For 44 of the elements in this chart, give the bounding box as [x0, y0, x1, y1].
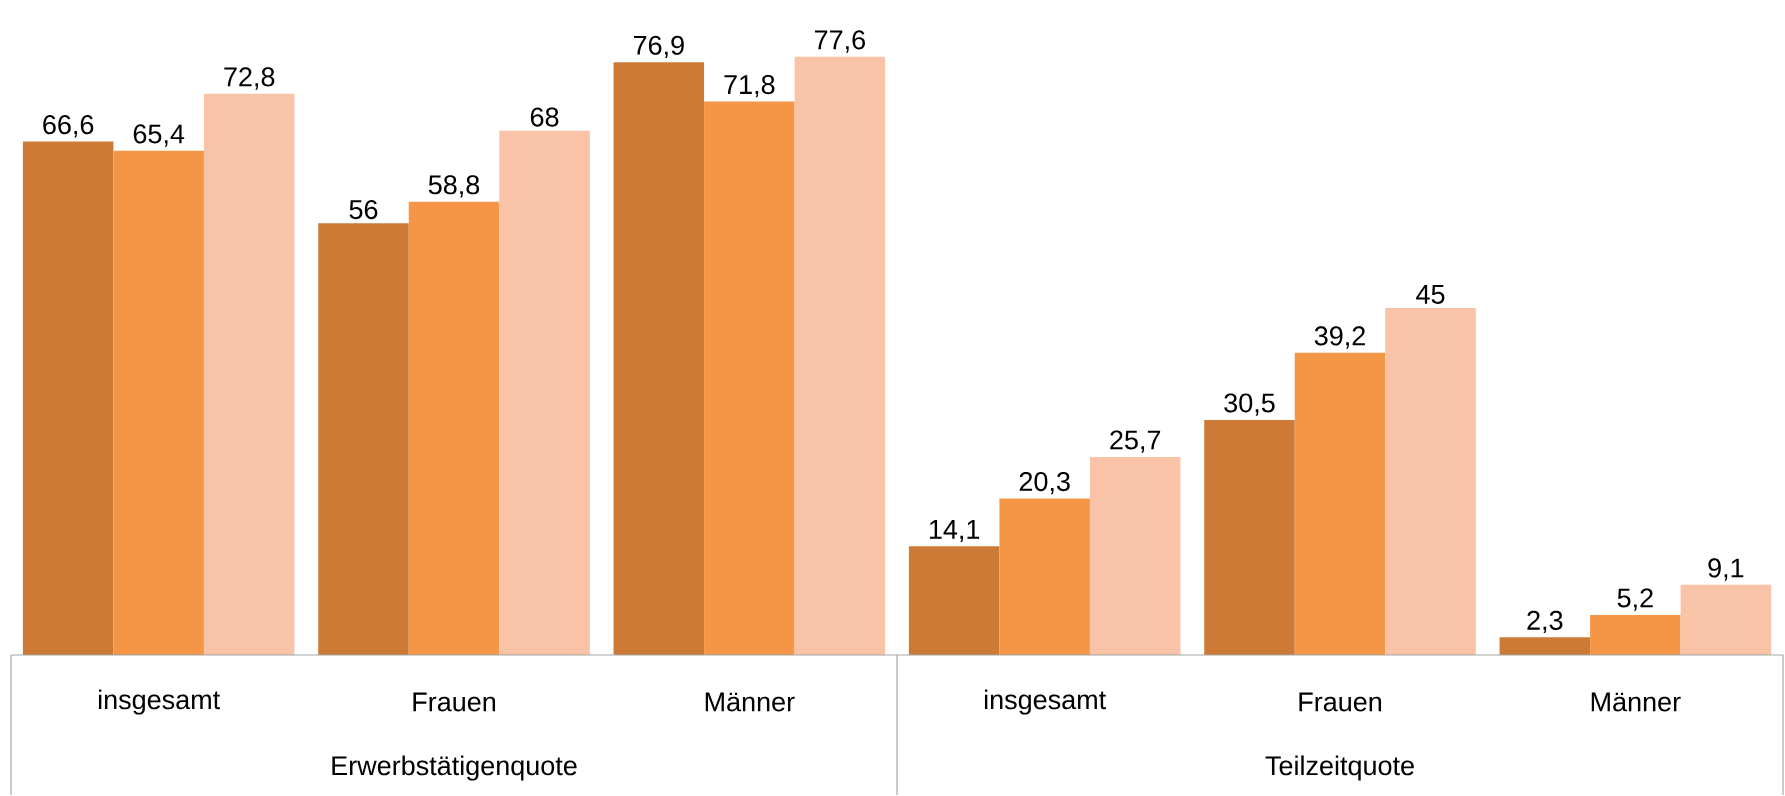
bar: [1089, 457, 1181, 656]
data-label: 14,1: [929, 520, 980, 543]
bar: [1499, 637, 1591, 656]
bar: [22, 141, 114, 656]
x-tick-label: Männer: [1591, 692, 1681, 712]
bar: [318, 223, 409, 656]
bar: [1590, 615, 1681, 656]
bar: [499, 131, 590, 656]
bar: [704, 101, 795, 656]
bar: [1294, 353, 1386, 656]
data-label: 5,2: [1617, 588, 1653, 611]
data-label: 25,7: [1110, 430, 1161, 453]
x-tick-label: insgesamt: [984, 689, 1106, 715]
data-label: 65,4: [133, 124, 185, 147]
bar: [1204, 420, 1295, 656]
data-label: 2,3: [1527, 610, 1563, 634]
bar: [908, 546, 1000, 656]
x-tick-label: Frauen: [1299, 692, 1382, 712]
bar: [613, 62, 705, 656]
bar: [794, 57, 886, 656]
data-label: 56: [349, 200, 378, 220]
bar: [408, 201, 500, 656]
bar: [1680, 585, 1772, 656]
text: Erwerbstätigenquote: [332, 755, 577, 781]
x-tick-label: Männer: [705, 692, 795, 712]
data-label: 9,1: [1708, 558, 1744, 581]
bar: [1385, 308, 1476, 656]
data-label: 39,2: [1314, 326, 1365, 349]
data-label: 20,3: [1019, 472, 1070, 495]
data-label: 45: [1416, 285, 1445, 305]
data-label: 66,6: [43, 115, 94, 138]
data-label: 77,6: [814, 30, 865, 53]
x-tick-label: Frauen: [413, 692, 496, 712]
bar: [203, 94, 295, 656]
data-label: 68: [530, 107, 559, 127]
text: Teilzeitquote: [1265, 755, 1414, 781]
x-tick-label: insgesamt: [98, 689, 220, 715]
data-label: 76,9: [633, 35, 684, 59]
bar: [999, 498, 1090, 656]
data-label: 30,5: [1224, 393, 1275, 416]
bar: [113, 151, 204, 656]
data-label: 58,8: [428, 175, 480, 198]
data-label: 72,8: [224, 67, 275, 90]
data-label: 71,8: [724, 75, 775, 98]
